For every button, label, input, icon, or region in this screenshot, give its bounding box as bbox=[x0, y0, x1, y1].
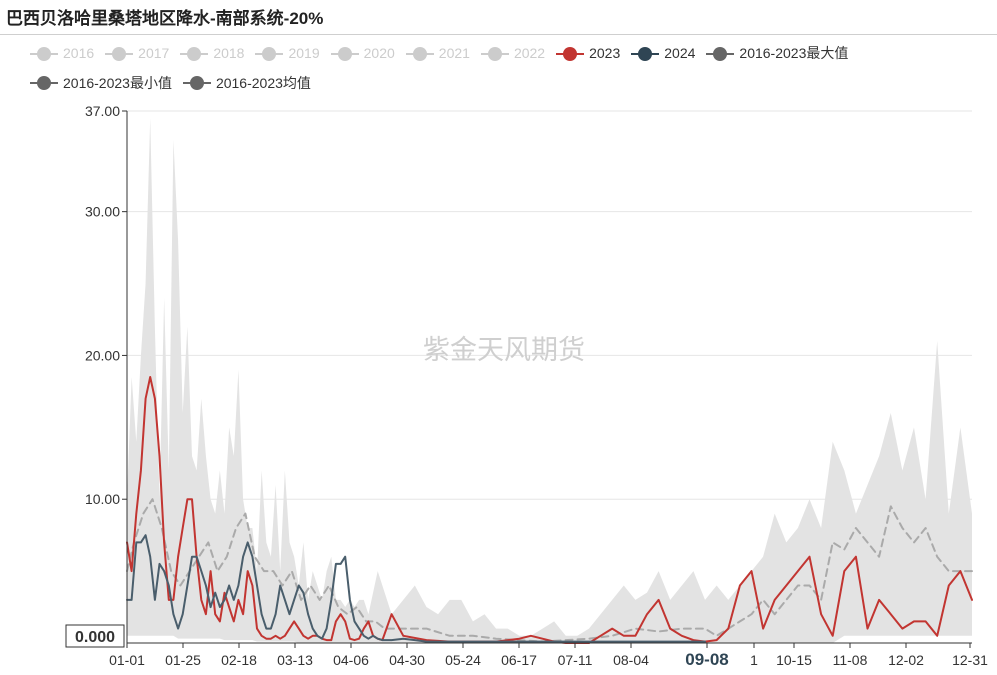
legend-item[interactable]: 2016-2023最小值 bbox=[30, 70, 172, 97]
x-tick-label: 04-06 bbox=[333, 652, 369, 668]
legend-item[interactable]: 2016-2023最大值 bbox=[706, 40, 848, 67]
x-tick-label: 03-13 bbox=[277, 652, 313, 668]
legend-label: 2016-2023均值 bbox=[215, 74, 311, 91]
legend-item[interactable]: 2022 bbox=[480, 40, 546, 67]
legend-marker-icon bbox=[255, 46, 284, 61]
watermark-text: 紫金天风期货 bbox=[423, 335, 585, 365]
legend-item[interactable]: 2021 bbox=[405, 40, 470, 67]
x-tick-label: 02-18 bbox=[221, 652, 257, 668]
legend-marker-icon bbox=[30, 76, 58, 90]
axes: 37.00 30.00 20.00 10.00 0.000 01-01 01-25 02-18… bbox=[65, 103, 988, 669]
legend-item[interactable]: 2017 bbox=[105, 40, 169, 67]
legend-marker-icon bbox=[706, 46, 735, 61]
y-pointer-box bbox=[65, 624, 125, 648]
legend-item[interactable]: 2024 bbox=[631, 40, 695, 67]
legend-marker-icon bbox=[405, 46, 434, 61]
range-band bbox=[127, 118, 972, 643]
legend-label: 2016 bbox=[63, 45, 95, 61]
x-tick-label: 09-08 bbox=[685, 650, 728, 669]
legend-marker-icon bbox=[30, 46, 58, 61]
legend-label: 2022 bbox=[513, 45, 546, 61]
x-tick-label: 1 bbox=[750, 652, 758, 668]
x-tick-label: 12-31 bbox=[952, 652, 988, 668]
legend-label: 2016-2023最大值 bbox=[739, 45, 849, 61]
legend-item[interactable]: 2020 bbox=[330, 40, 395, 67]
x-tick-label: 05-24 bbox=[445, 652, 481, 668]
legend-item[interactable]: 2016-2023均值 bbox=[182, 70, 311, 97]
grid-lines bbox=[127, 110, 972, 500]
legend-label: 2021 bbox=[438, 45, 470, 61]
x-tick-label: 08-04 bbox=[613, 652, 649, 668]
legend-marker-icon bbox=[480, 46, 509, 61]
legend-item[interactable]: 2023 bbox=[556, 40, 620, 67]
legend-item[interactable]: 2016 bbox=[30, 40, 94, 67]
x-tick-label: 07-11 bbox=[558, 652, 593, 668]
y-tick-label: 10.00 bbox=[85, 491, 120, 507]
x-tick-label: 11-08 bbox=[833, 652, 868, 668]
legend-item[interactable]: 2018 bbox=[180, 40, 244, 67]
legend-label: 2024 bbox=[664, 45, 696, 61]
y-tick-label: 20.00 bbox=[85, 347, 120, 363]
x-tick-label: 04-30 bbox=[389, 652, 425, 668]
legend-label: 2020 bbox=[363, 45, 395, 61]
legend-marker-icon bbox=[180, 46, 209, 61]
legend-marker-icon bbox=[631, 46, 660, 61]
legend-marker-icon bbox=[330, 46, 359, 61]
y-pointer-label: 0.000 bbox=[75, 629, 115, 646]
legend-label: 2019 bbox=[288, 45, 320, 61]
series-lines bbox=[126, 376, 973, 644]
legend-label: 2023 bbox=[589, 45, 621, 61]
y-tick-label: 37.00 bbox=[85, 103, 120, 119]
legend-marker-icon bbox=[182, 76, 211, 90]
legend-marker-icon bbox=[105, 46, 134, 61]
x-tick-label: 01-01 bbox=[109, 652, 145, 668]
legend-marker-icon bbox=[556, 46, 585, 61]
legend-label: 2018 bbox=[213, 45, 245, 61]
x-tick-label: 10-15 bbox=[776, 652, 812, 668]
legend-item[interactable]: 2019 bbox=[255, 40, 320, 67]
series-line bbox=[126, 534, 706, 643]
series-line-mean bbox=[126, 498, 973, 643]
range-band-area bbox=[127, 118, 972, 643]
title-divider bbox=[0, 34, 997, 35]
legend-label: 2016-2023最小值 bbox=[63, 74, 172, 91]
chart-title: 巴西贝洛哈里桑塔地区降水-南部系统-20% bbox=[6, 9, 324, 28]
x-tick-label: 12-02 bbox=[888, 652, 924, 668]
x-tick-label: 01-25 bbox=[165, 652, 201, 668]
y-tick-label: 30.00 bbox=[85, 204, 120, 220]
x-tick-label: 06-17 bbox=[501, 652, 537, 668]
legend-label: 2017 bbox=[138, 45, 170, 61]
legend: 2016 2017 2018 2019 2020 2021 2022 2023 2024 2016… bbox=[30, 40, 980, 99]
